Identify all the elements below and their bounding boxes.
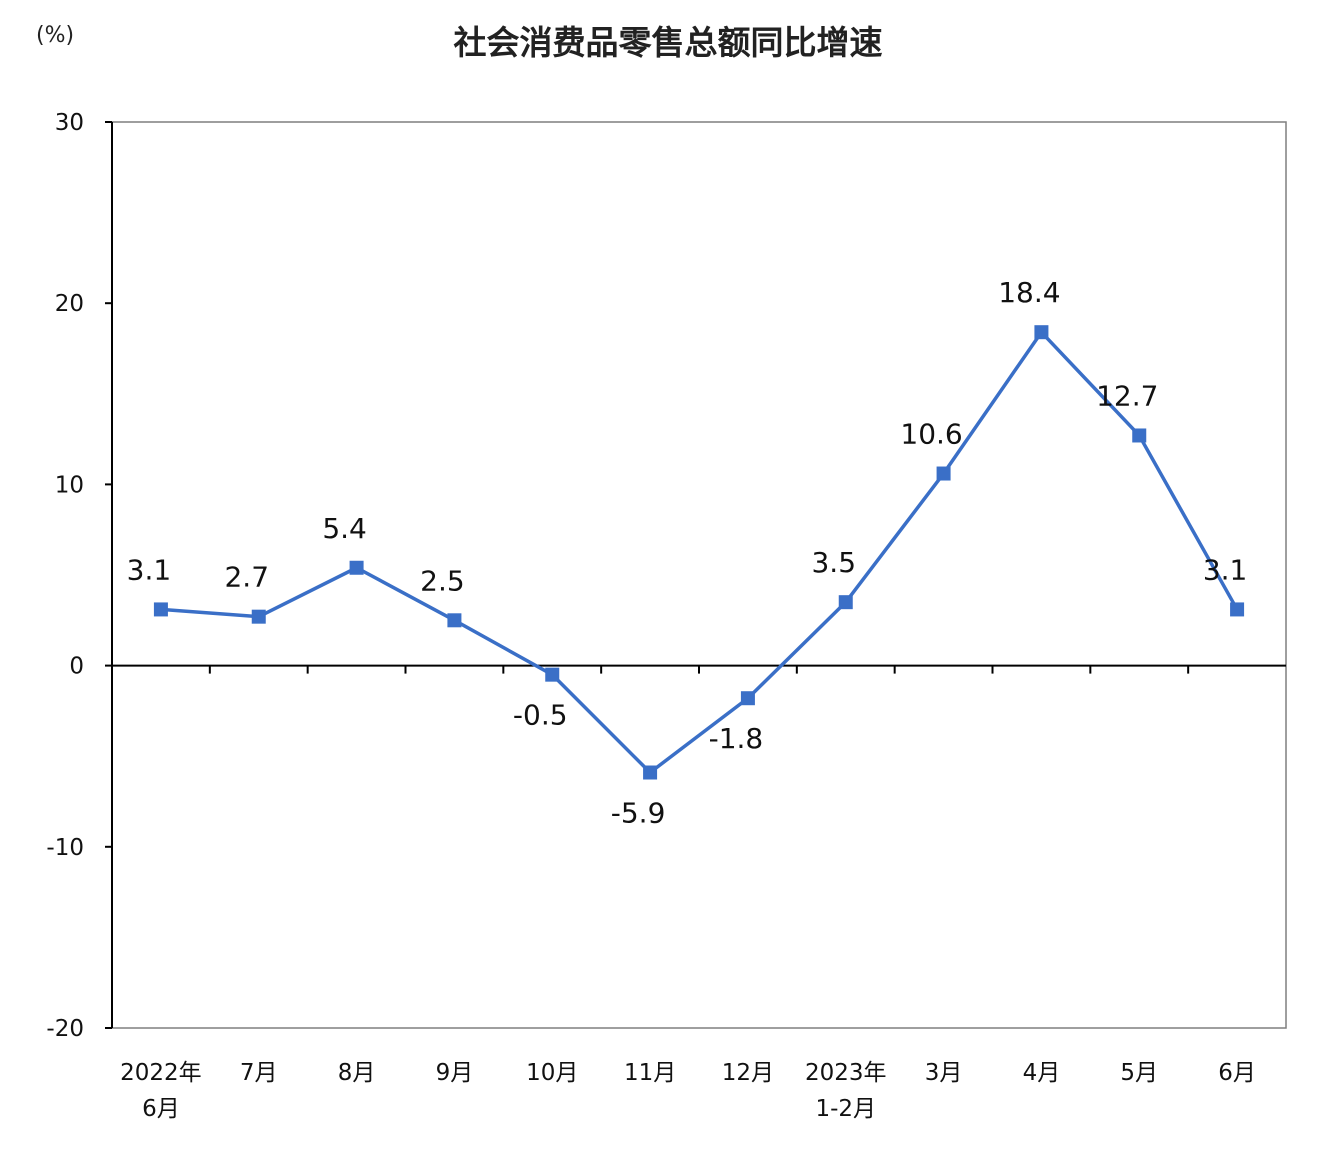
data-point-marker	[740, 691, 755, 706]
data-label: -5.9	[611, 797, 666, 830]
data-label: 3.1	[1203, 553, 1248, 586]
x-tick-label: 4月	[1023, 1060, 1061, 1086]
x-tick-label: 6月	[142, 1096, 180, 1122]
data-label: 12.7	[1096, 379, 1158, 412]
x-tick-label: 10月	[526, 1060, 578, 1086]
data-point-marker	[153, 602, 168, 617]
data-point-marker	[447, 613, 462, 628]
data-label: 2.7	[224, 561, 269, 594]
data-point-marker	[838, 595, 853, 610]
y-tick-label: 0	[69, 654, 84, 680]
data-point-marker	[1230, 602, 1245, 617]
data-point-marker	[349, 560, 364, 575]
x-tick-label: 12月	[722, 1060, 774, 1086]
data-point-marker	[1034, 325, 1049, 340]
y-tick-label: 30	[55, 110, 84, 136]
y-tick-label: 20	[55, 291, 84, 317]
data-point-marker	[936, 466, 951, 481]
data-label: 5.4	[322, 512, 367, 545]
y-tick-label: 10	[55, 472, 84, 498]
series-layer: 3.1 2.7 5.4 2.5 -0.5 -5.9 -1.8 3.5 10.6 18.4 12.7 3…	[127, 276, 1248, 829]
x-tick-label: 1-2月	[815, 1096, 876, 1122]
data-label: 3.1	[127, 553, 172, 586]
y-axis-ticks: -20 -10 0 10 20 30	[46, 110, 112, 1042]
data-label: 18.4	[998, 276, 1060, 309]
x-axis-ticks	[208, 665, 1190, 674]
x-tick-label: 11月	[624, 1060, 676, 1086]
y-tick-label: -20	[46, 1016, 84, 1042]
x-tick-label: 2022年	[120, 1060, 202, 1086]
series-line	[160, 330, 1239, 775]
data-point-marker	[545, 667, 560, 682]
x-axis-labels: 2022年 6月 7月 8月 9月 10月 11月 12月 2023年 1-2月 3月 4月 5月 6月	[120, 1060, 1256, 1122]
plot-frame	[111, 121, 1287, 1029]
x-tick-label: 6月	[1218, 1060, 1256, 1086]
data-point-marker	[1132, 428, 1147, 443]
data-label: 10.6	[900, 418, 962, 451]
data-point-marker	[251, 609, 266, 624]
y-unit-label: (%)	[36, 23, 74, 48]
data-label: 3.5	[811, 546, 856, 579]
chart-title: 社会消费品零售总额同比增速	[454, 23, 883, 62]
x-tick-label: 7月	[240, 1060, 278, 1086]
x-tick-label: 3月	[925, 1060, 963, 1086]
data-point-marker	[643, 765, 658, 780]
x-tick-label: 5月	[1120, 1060, 1158, 1086]
x-tick-label: 8月	[338, 1060, 376, 1086]
data-label: -0.5	[513, 699, 568, 732]
y-tick-label: -10	[46, 835, 84, 861]
data-label: -1.8	[709, 722, 764, 755]
data-label: 2.5	[420, 564, 465, 597]
x-tick-label: 2023年	[805, 1060, 887, 1086]
x-tick-label: 9月	[436, 1060, 474, 1086]
